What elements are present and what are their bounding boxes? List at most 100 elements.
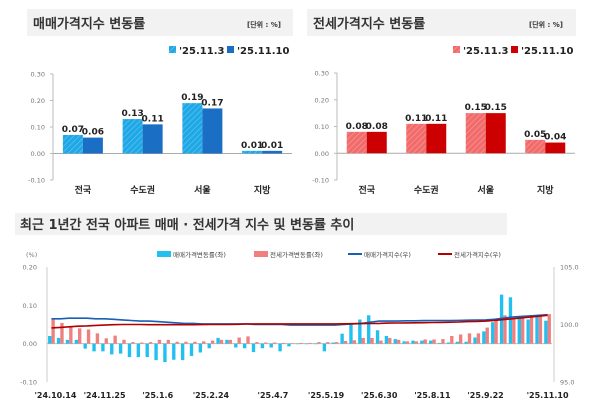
jeonse-index-line: [51, 314, 548, 329]
jeonse-data-label: 0.11: [405, 114, 427, 124]
trend-legend-label: 매매가격변동률(좌): [173, 250, 226, 259]
sale-legend-label: '25.11.3: [179, 46, 224, 57]
sale-bar: [182, 103, 203, 154]
jeonse-panel-header: [307, 9, 576, 36]
jeonse-change-bar: [69, 326, 73, 344]
jeonse-category-label: 지방: [537, 184, 554, 196]
jeonse-change-bar: [467, 333, 472, 344]
jeonse-category-label: 전국: [358, 184, 375, 196]
jeonse-change-bar: [264, 342, 268, 344]
trend-x-tick-label: '25.5.19: [308, 391, 345, 400]
jeonse-change-bar: [538, 314, 543, 344]
sale-change-bar: [313, 343, 318, 345]
trend-chart-title: 최근 1년간 전국 아파트 매매 · 전세가격 지수 및 변동률 추이: [20, 217, 354, 233]
trend-x-tick-label: '25.2.24: [193, 391, 230, 400]
sale-bar: [122, 119, 143, 154]
jeonse-change-bar: [202, 341, 206, 344]
sale-change-bar: [402, 341, 406, 344]
jeonse-change-bar: [547, 314, 551, 344]
trend-x-tick-label: '25.4.7: [258, 391, 289, 400]
jeonse-change-bar: [317, 342, 321, 344]
sale-change-bar: [349, 324, 353, 344]
sale-change-bar: [242, 343, 247, 349]
jeonse-change-bar: [414, 341, 419, 344]
sale-change-bar: [508, 297, 513, 344]
jeonse-change-bar: [441, 339, 445, 344]
jeonse-legend-label: '25.11.10: [521, 46, 573, 57]
jeonse-change-bar: [255, 342, 259, 344]
jeonse-change-bar: [432, 339, 436, 344]
sale-change-bar: [517, 316, 521, 344]
jeonse-y-tick-label: 0.10: [315, 123, 329, 131]
jeonse-change-bar: [503, 315, 507, 344]
jeonse-change-bar: [458, 334, 463, 344]
trend-x-tick-label: '24.10.14: [34, 391, 76, 400]
sale-y-tick-label: 0.30: [31, 71, 45, 79]
jeonse-change-bar: [228, 339, 232, 344]
jeonse-change-bar: [86, 329, 91, 344]
sale-chart: 0.300.200.100.00-0.10전국0.070.06수도권0.130.…: [28, 46, 292, 196]
sale-change-bar: [180, 343, 185, 361]
trend-legend-swatch: [157, 251, 171, 257]
sale-change-bar: [304, 343, 309, 345]
jeonse-change-bar: [396, 339, 401, 344]
sale-data-label: 0.13: [122, 109, 144, 119]
sale-change-bar: [544, 320, 548, 344]
jeonse-chart-unit: [단위 : %]: [529, 20, 563, 29]
trend-chart: 0.20 0.10 0.00 -0.10 105.0 100.0 95.0 '24.10.14…: [20, 250, 578, 400]
jeonse-bar: [465, 113, 486, 154]
jeonse-change-bar: [193, 341, 197, 344]
trend-legend-label: 매매가격지수(우): [364, 250, 411, 259]
sale-change-bar: [331, 342, 335, 344]
sale-bar: [262, 150, 283, 154]
sale-change-bar: [411, 340, 415, 344]
sale-data-label: 0.17: [201, 98, 223, 108]
sale-change-bar: [207, 343, 211, 349]
trend-left-tick-label: 0.00: [23, 340, 37, 348]
sale-legend-swatch: [227, 46, 234, 53]
sale-y-tick-label: 0.00: [31, 150, 45, 158]
jeonse-change-bar: [184, 341, 188, 344]
jeonse-change-bar: [361, 337, 365, 344]
trend-x-tick-label: '25.8.11: [414, 391, 451, 400]
jeonse-change-bar: [113, 335, 117, 344]
jeonse-change-bar: [326, 342, 330, 344]
jeonse-data-label: 0.08: [366, 122, 388, 132]
sale-change-bar: [74, 339, 79, 344]
jeonse-change-bar: [122, 339, 126, 344]
sale-y-tick-label: 0.10: [31, 124, 45, 132]
sale-change-bar: [296, 343, 300, 345]
sale-change-bar: [473, 337, 477, 344]
sale-change-bar: [56, 337, 61, 344]
jeonse-y-tick-label: -0.10: [312, 177, 329, 185]
sale-change-bar: [260, 343, 265, 349]
jeonse-bar: [485, 113, 506, 154]
sale-change-bar: [234, 343, 238, 348]
jeonse-change-bar: [140, 342, 144, 344]
trend-left-tick-label: -0.10: [20, 379, 37, 387]
jeonse-change-bar: [60, 322, 64, 344]
jeonse-legend-label: '25.11.3: [463, 46, 508, 57]
sale-y-tick-label: -0.10: [28, 177, 45, 185]
sale-change-bar: [358, 319, 362, 344]
trend-left-axis-unit: (%): [26, 251, 37, 259]
jeonse-change-bar: [210, 340, 215, 344]
sale-category-label: 전국: [75, 184, 92, 196]
jeonse-change-bar: [308, 342, 312, 344]
sale-data-label: 0.11: [142, 114, 164, 124]
sale-change-bar: [455, 341, 459, 344]
jeonse-data-label: 0.08: [346, 122, 368, 132]
sale-change-bar: [172, 343, 176, 360]
jeonse-data-label: 0.15: [465, 103, 487, 113]
jeonse-bar: [426, 123, 447, 154]
sale-change-bar: [225, 339, 229, 344]
sale-change-bar: [393, 339, 397, 344]
jeonse-change-bar: [299, 342, 303, 344]
trend-legend-swatch: [254, 251, 268, 257]
jeonse-change-bar: [405, 341, 410, 344]
jeonse-change-bar: [166, 339, 170, 344]
sale-data-label: 0.01: [261, 141, 283, 151]
trend-x-tick-label: '25.1.6: [142, 391, 173, 400]
sale-change-bar: [269, 343, 273, 348]
